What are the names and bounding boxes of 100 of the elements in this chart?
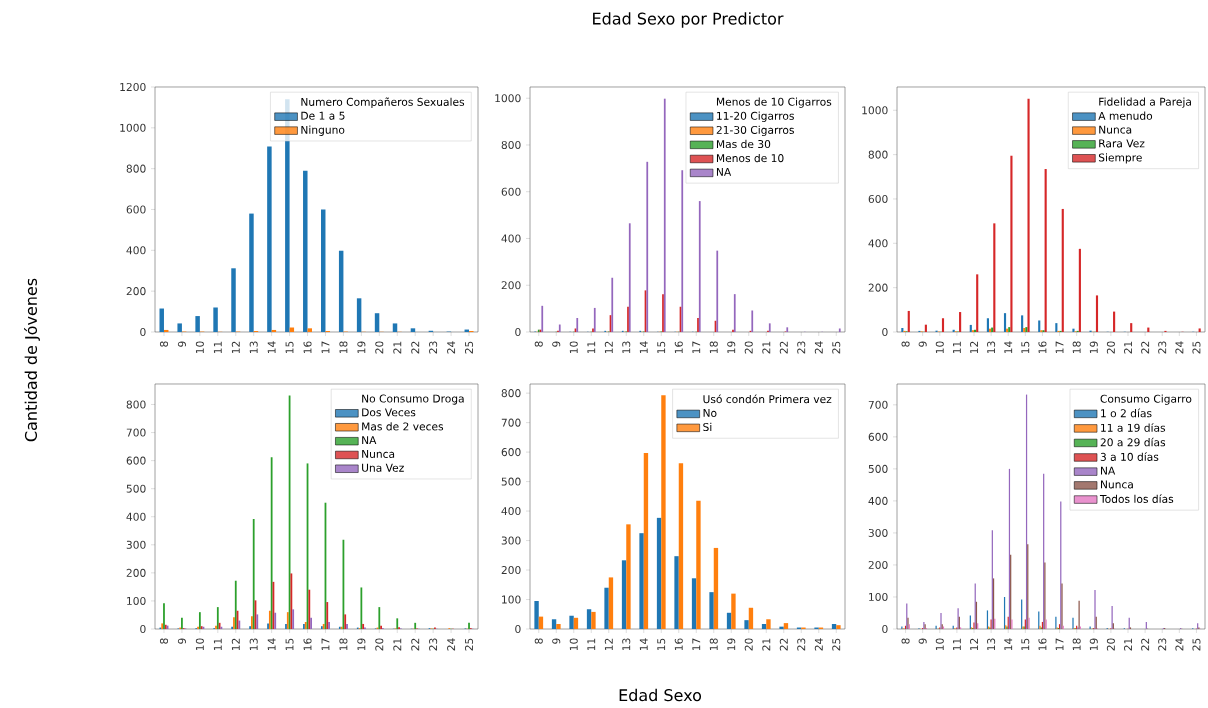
y-tick-label: 100 (502, 595, 521, 604)
legend-label: 11 a 19 días (1101, 423, 1166, 432)
x-tick-label: 13 (249, 638, 258, 651)
legend-title: Usó condón Primera vez (703, 394, 832, 404)
y-tick-label: 400 (868, 239, 888, 248)
y-tick-label: 1000 (862, 106, 888, 115)
x-tick-label: 14 (1004, 638, 1013, 651)
x-tick-label: 10 (195, 341, 204, 354)
y-tick-label: 400 (501, 507, 521, 516)
x-tick-label: 16 (303, 638, 312, 651)
y-tick-label: 800 (126, 400, 146, 409)
x-tick-label: 14 (639, 638, 648, 651)
x-tick-label: 21 (762, 638, 771, 651)
y-tick-label: 200 (126, 287, 146, 296)
x-tick-label: 23 (797, 341, 806, 354)
legend-label: Dos Veces (362, 408, 416, 417)
x-tick-label: 17 (321, 638, 330, 651)
x-tick-label: 23 (429, 638, 438, 651)
x-tick-label: 19 (357, 638, 366, 651)
x-tick-label: 17 (1055, 341, 1064, 354)
x-tick-label: 18 (1072, 341, 1081, 354)
legend-label: NA (362, 436, 377, 445)
x-tick-label: 15 (285, 341, 294, 354)
x-tick-label: 25 (1192, 638, 1201, 651)
x-tick-label: 14 (639, 341, 648, 354)
legend-label: A menudo (1098, 111, 1153, 120)
y-tick-label: 300 (501, 536, 521, 545)
y-tick-label: 0 (882, 624, 888, 634)
y-tick-label: 400 (868, 496, 888, 505)
x-tick-label: 23 (429, 341, 438, 354)
y-tick-label: 500 (126, 484, 146, 493)
x-tick-label: 9 (552, 638, 561, 644)
x-tick-label: 17 (321, 341, 330, 354)
x-tick-label: 15 (657, 638, 666, 651)
x-tick-label: 23 (1158, 341, 1167, 354)
y-tick-label: 300 (868, 528, 888, 537)
x-tick-label: 22 (411, 638, 420, 651)
x-tick-label: 8 (901, 638, 910, 644)
y-tick-label: 200 (501, 281, 521, 290)
legend-label: Si (703, 422, 712, 432)
legend-label: Una Vez (362, 463, 404, 472)
legend-label: Nunca (1101, 480, 1133, 489)
x-tick-label: 21 (393, 341, 402, 354)
x-tick-label: 20 (1106, 341, 1115, 354)
x-tick-label: 20 (375, 341, 384, 354)
y-tick-label: 600 (501, 187, 521, 196)
y-tick-label: 600 (126, 205, 146, 214)
x-tick-label: 15 (657, 341, 666, 354)
y-tick-label: 0 (882, 327, 888, 337)
x-tick-label: 23 (797, 638, 806, 651)
legend-label: 20 a 29 días (1100, 437, 1166, 447)
x-tick-label: 24 (1175, 341, 1184, 354)
y-tick-label: 600 (501, 448, 521, 457)
y-tick-label: 600 (126, 456, 146, 465)
y-tick-label: 800 (501, 140, 521, 149)
y-tick-label: 1000 (120, 123, 146, 132)
x-tick-label: 18 (1072, 638, 1081, 651)
y-tick-label: 200 (501, 565, 521, 575)
x-tick-label: 8 (901, 341, 910, 347)
x-tick-label: 15 (1021, 638, 1030, 651)
y-tick-label: 300 (126, 540, 146, 549)
y-tick-label: 700 (126, 428, 146, 437)
x-tick-label: 17 (692, 341, 701, 354)
x-tick-label: 21 (762, 341, 771, 354)
y-tick-label: 600 (868, 194, 888, 203)
y-tick-label: 800 (126, 164, 146, 173)
y-tick-label: 100 (127, 596, 146, 605)
x-tick-label: 22 (1141, 638, 1150, 651)
x-tick-label: 8 (534, 638, 543, 644)
x-tick-label: 14 (267, 638, 276, 651)
x-tick-label: 16 (303, 341, 312, 354)
x-tick-label: 18 (339, 341, 348, 354)
x-tick-label: 9 (177, 341, 186, 347)
x-tick-label: 20 (744, 638, 753, 651)
x-tick-label: 11 (213, 341, 222, 354)
x-tick-label: 11 (587, 638, 596, 651)
x-tick-label: 13 (249, 341, 258, 354)
x-tick-label: 16 (1038, 341, 1047, 354)
legend-title: Fidelidad a Pareja (1099, 97, 1191, 108)
x-tick-label: 20 (375, 638, 384, 651)
x-tick-label: 16 (674, 341, 683, 354)
x-tick-label: 10 (195, 638, 204, 651)
legend-label: 11-20 Cigarros (717, 111, 794, 122)
legend-label: 3 a 10 días (1100, 452, 1159, 461)
y-tick-label: 400 (126, 246, 146, 255)
legend-label: Nunca (1099, 125, 1132, 134)
x-tick-label: 22 (1141, 341, 1150, 354)
legend-title: Numero Compañeros Sexuales (301, 97, 465, 108)
y-tick-label: 0 (140, 327, 146, 337)
legend-label: Mas de 30 (716, 139, 771, 149)
legend-label: Nunca (362, 450, 395, 458)
x-tick-label: 19 (727, 638, 736, 651)
x-tick-label: 22 (779, 341, 788, 354)
y-tick-label: 700 (501, 418, 521, 427)
legend-title: No Consumo Droga (362, 394, 464, 405)
x-tick-label: 10 (935, 638, 944, 651)
chart-title: Edad Sexo por Predictor (593, 12, 784, 28)
y-tick-label: 0 (140, 624, 146, 634)
y-axis-title: Cantidad de Jóvenes (24, 278, 40, 442)
x-tick-label: 18 (709, 638, 718, 651)
